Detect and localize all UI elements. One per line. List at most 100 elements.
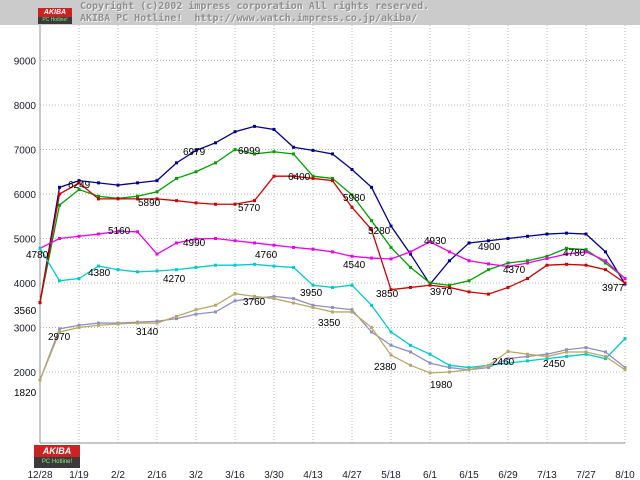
point-label: 4990 <box>183 238 206 249</box>
series-marker-cyan <box>545 357 549 361</box>
series-marker-cyan <box>604 357 607 361</box>
series-marker-green <box>175 176 178 180</box>
series-marker-cyan <box>350 283 354 287</box>
series-marker-red <box>350 205 354 209</box>
point-label: 3560 <box>14 306 37 317</box>
series-marker-slate <box>487 366 490 370</box>
series-marker-green <box>194 170 198 174</box>
series-marker-magenta <box>409 250 412 254</box>
series-marker-magenta <box>487 262 490 266</box>
series-marker-cyan <box>77 277 81 281</box>
point-label: 3970 <box>430 287 453 298</box>
series-marker-slate <box>97 321 100 325</box>
series-marker-magenta <box>623 277 627 281</box>
point-label: 6249 <box>68 180 91 191</box>
akiba-logo-bottom: PC Hotline! <box>38 17 72 24</box>
series-marker-slate <box>389 343 393 347</box>
series-marker-red <box>506 285 510 289</box>
series-marker-olive <box>487 363 490 367</box>
series-marker-green <box>506 261 510 265</box>
series-marker-cyan <box>233 263 237 267</box>
series-marker-red <box>565 262 568 266</box>
series-marker-cyan <box>253 262 256 266</box>
series-marker-slate <box>292 297 295 301</box>
point-label: 5890 <box>138 198 161 209</box>
series-marker-red <box>487 292 490 296</box>
point-label: 3977 <box>602 283 625 294</box>
series-marker-cyan <box>409 343 412 347</box>
series-marker-cyan <box>214 263 217 267</box>
series-marker-magenta <box>584 250 588 254</box>
series-marker-navy <box>155 179 159 183</box>
series-line-red <box>39 175 626 303</box>
series-marker-navy <box>545 232 549 236</box>
series-marker-slate <box>233 299 237 303</box>
series-marker-slate <box>623 366 627 370</box>
x-axis-label: 3/2 <box>189 470 203 480</box>
series-marker-magenta <box>448 250 451 254</box>
x-axis-label: 6/1 <box>423 470 437 480</box>
series-marker-olive <box>331 310 334 314</box>
series-marker-green <box>311 174 315 178</box>
point-label: 4760 <box>255 250 278 261</box>
series-marker-red <box>97 197 100 201</box>
series-marker-green <box>526 259 529 263</box>
series-marker-cyan <box>331 285 334 289</box>
series-marker-red <box>116 197 120 201</box>
series-marker-navy <box>253 124 256 128</box>
series-marker-green <box>77 188 81 192</box>
point-label: 6999 <box>238 146 261 157</box>
x-axis-label: 12/28 <box>27 470 52 480</box>
point-label: 4370 <box>503 265 526 276</box>
series-marker-green <box>428 281 432 285</box>
series-marker-red <box>58 192 61 196</box>
series-marker-red <box>272 174 276 178</box>
point-label: 2460 <box>492 357 515 368</box>
point-label: 3760 <box>243 297 266 308</box>
series-marker-cyan <box>565 354 568 358</box>
series-marker-green <box>136 194 139 198</box>
x-axis-label: 8/10 <box>615 470 635 480</box>
series-marker-navy <box>448 259 451 263</box>
series-marker-slate <box>526 354 529 358</box>
series-marker-cyan <box>136 270 139 274</box>
series-marker-green <box>448 283 451 287</box>
series-marker-red <box>467 290 471 294</box>
series-marker-magenta <box>545 257 549 261</box>
y-axis-label: 8000 <box>14 101 37 112</box>
series-marker-olive <box>506 350 510 354</box>
series-marker-slate <box>175 317 178 321</box>
series-marker-olive <box>409 363 412 367</box>
series-marker-slate <box>604 350 607 354</box>
series-marker-magenta <box>389 257 393 261</box>
point-label: 1820 <box>14 388 37 399</box>
x-axis-label: 4/27 <box>342 470 362 480</box>
series-marker-navy <box>467 241 471 245</box>
series-marker-navy <box>350 168 354 172</box>
series-marker-magenta <box>331 250 334 254</box>
series-marker-cyan <box>116 268 120 272</box>
point-label: 2450 <box>543 359 566 370</box>
point-label: 3950 <box>300 288 323 299</box>
series-marker-cyan <box>506 361 510 365</box>
series-marker-olive <box>370 326 373 329</box>
point-label: 2380 <box>374 362 397 373</box>
series-marker-green <box>272 150 276 154</box>
series-marker-magenta <box>272 243 276 247</box>
series-marker-magenta <box>233 239 237 243</box>
series-marker-navy <box>526 234 529 238</box>
series-marker-olive <box>448 370 451 374</box>
series-marker-cyan <box>448 363 451 367</box>
series-marker-magenta <box>58 237 61 240</box>
series-marker-olive <box>194 308 198 312</box>
series-marker-magenta <box>175 241 178 245</box>
x-axis-label: 1/19 <box>69 470 89 480</box>
series-marker-green <box>487 268 490 272</box>
series-marker-slate <box>311 303 315 307</box>
series-marker-navy <box>272 127 276 131</box>
series-marker-olive <box>623 368 627 372</box>
series-marker-olive <box>136 321 139 325</box>
series-marker-navy <box>194 148 198 152</box>
series-marker-green <box>604 261 607 265</box>
series-marker-olive <box>350 310 354 314</box>
